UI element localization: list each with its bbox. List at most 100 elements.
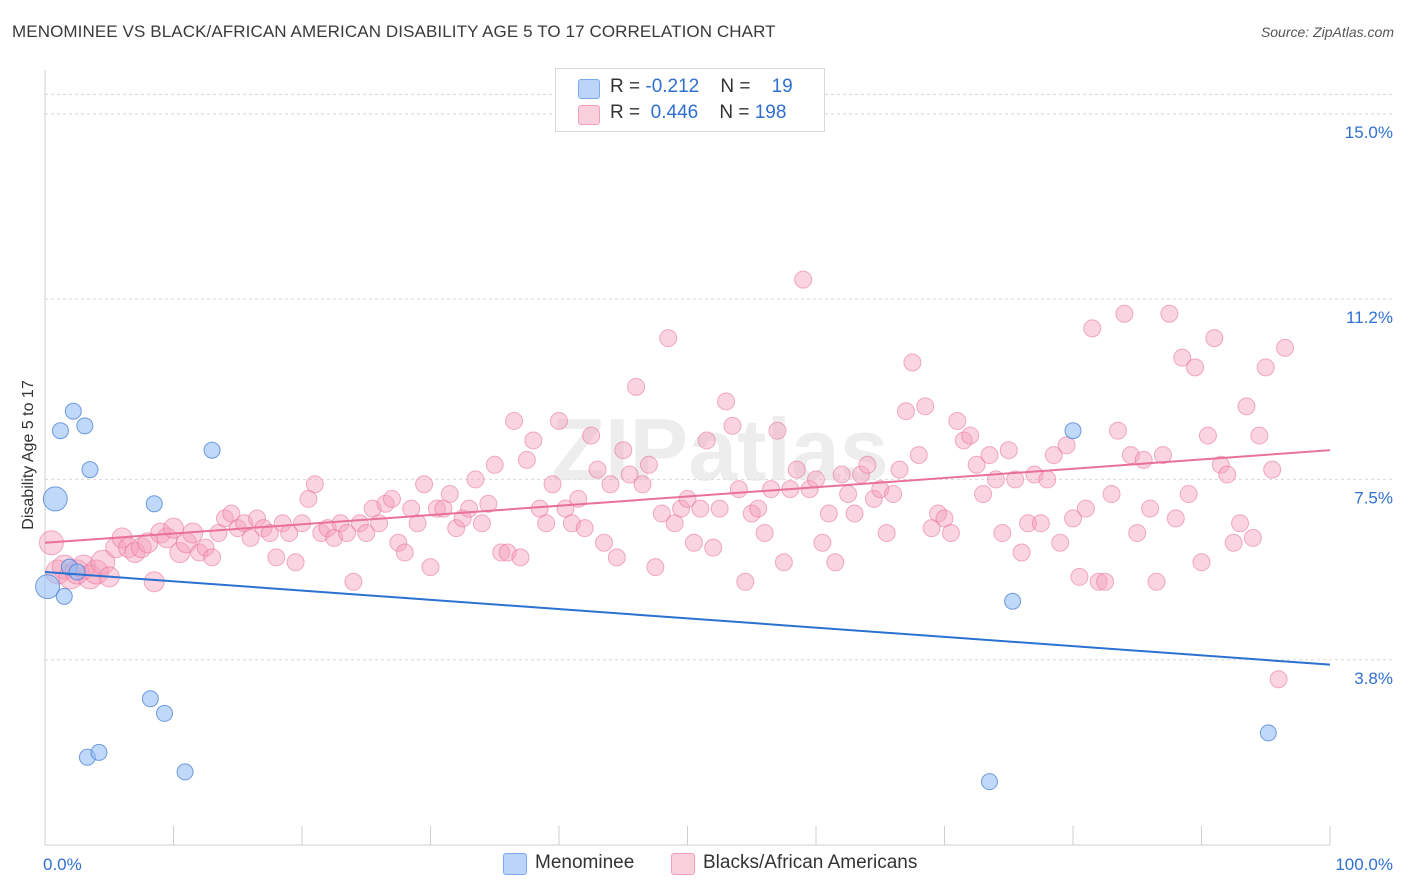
point-black	[974, 485, 993, 504]
point-black	[524, 431, 543, 450]
point-black	[877, 524, 896, 543]
point-black	[511, 548, 530, 567]
point-black	[672, 499, 691, 518]
point-black	[1051, 533, 1070, 552]
point-menominee	[1004, 592, 1022, 610]
bottom-legend-swatch-black	[671, 853, 695, 875]
point-black	[1269, 670, 1288, 689]
point-black	[1083, 319, 1102, 338]
point-black	[1057, 436, 1076, 455]
point-black	[594, 533, 613, 552]
point-black	[267, 548, 286, 567]
series-black-points	[38, 270, 1295, 689]
point-black	[447, 519, 466, 538]
point-black	[1173, 348, 1192, 367]
point-black	[633, 475, 652, 494]
legend-n-label: N =	[720, 76, 756, 97]
point-menominee	[1064, 422, 1082, 440]
point-black	[1186, 358, 1205, 377]
point-black	[485, 455, 504, 474]
point-black	[999, 441, 1018, 460]
point-menominee	[145, 495, 163, 513]
point-black	[717, 392, 736, 411]
point-menominee	[141, 690, 159, 708]
legend-r-label: R =	[610, 102, 646, 123]
point-black	[723, 416, 742, 435]
point-black	[697, 431, 716, 450]
point-black	[691, 499, 710, 518]
gridlines	[45, 93, 1395, 661]
point-black	[903, 353, 922, 372]
point-black	[143, 571, 165, 593]
legend-r-value: 0.446	[650, 102, 699, 123]
point-menominee	[68, 563, 86, 581]
legend-r-label: R =	[610, 76, 646, 97]
point-menominee	[81, 461, 99, 479]
point-black	[639, 455, 658, 474]
point-black	[1031, 514, 1050, 533]
point-black	[993, 524, 1012, 543]
point-black	[550, 411, 568, 430]
point-menominee	[35, 574, 61, 600]
point-black	[614, 441, 633, 460]
point-black	[472, 514, 491, 533]
point-black	[305, 475, 324, 494]
point-black	[832, 465, 851, 484]
point-black	[1263, 460, 1282, 479]
y-tick-label: 7.5%	[1354, 488, 1393, 507]
point-black	[755, 524, 774, 543]
axes	[44, 70, 1331, 846]
point-black	[1141, 499, 1160, 518]
point-black	[460, 499, 479, 518]
point-black	[1044, 446, 1063, 465]
point-black	[749, 499, 768, 518]
legend-n-label: N =	[719, 102, 755, 123]
legend-swatch-menominee	[578, 79, 600, 99]
point-black	[684, 533, 703, 552]
point-black	[1166, 509, 1185, 528]
source-credit: Source: ZipAtlas.com	[1260, 24, 1394, 40]
trend-lines	[44, 449, 1331, 666]
point-black	[582, 426, 601, 445]
point-black	[1256, 358, 1275, 377]
point-black	[1231, 514, 1250, 533]
point-black	[331, 514, 350, 533]
point-black	[794, 270, 813, 289]
trend-line-menominee	[44, 571, 1331, 666]
point-black	[1064, 509, 1082, 528]
point-black	[517, 450, 536, 469]
point-black	[813, 533, 832, 552]
point-black	[1276, 338, 1295, 357]
point-black	[1006, 470, 1025, 489]
point-black	[260, 524, 279, 543]
y-tick-label: 3.8%	[1354, 669, 1393, 688]
point-black	[505, 411, 524, 430]
point-black	[819, 504, 838, 523]
point-black	[736, 572, 755, 591]
point-menominee	[156, 704, 174, 722]
point-black	[961, 426, 980, 445]
point-black	[787, 460, 806, 479]
watermark: ZIPatlas	[551, 400, 888, 499]
point-black	[826, 553, 845, 572]
point-black	[884, 485, 903, 504]
point-black	[90, 549, 116, 575]
point-black	[1038, 470, 1057, 489]
correlation-legend: R = -0.212 N = 19 R = 0.446 N = 198	[555, 68, 825, 132]
point-black	[1108, 421, 1127, 440]
point-black	[864, 489, 883, 508]
point-black	[1160, 304, 1179, 323]
point-black	[389, 533, 408, 552]
point-menominee	[51, 422, 69, 440]
point-black	[768, 421, 787, 440]
point-black	[241, 528, 260, 547]
point-menominee	[980, 773, 998, 791]
point-black	[1019, 514, 1038, 533]
point-black	[453, 509, 472, 528]
y-tick-label: 15.0%	[1345, 123, 1393, 142]
point-black	[395, 543, 414, 562]
point-menominee	[203, 441, 221, 459]
point-black	[858, 455, 877, 474]
point-black	[1153, 446, 1172, 465]
